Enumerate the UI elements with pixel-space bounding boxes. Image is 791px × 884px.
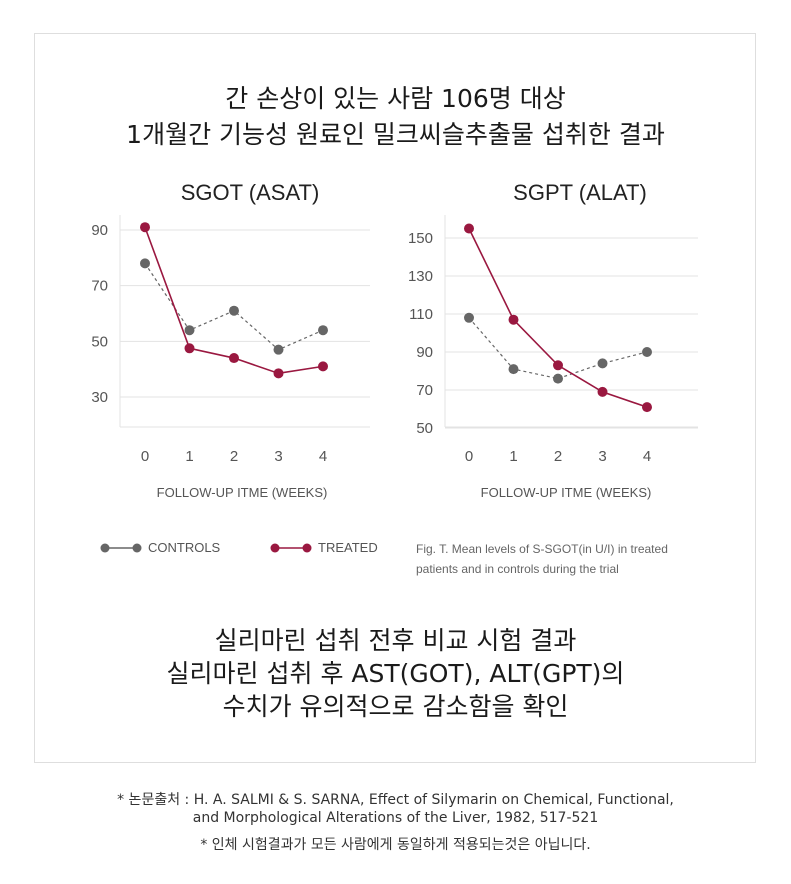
- sgpt-treated-point: [508, 314, 519, 325]
- sgot-y-tick-label: 50: [91, 333, 108, 350]
- sgot-controls-point: [273, 344, 284, 355]
- sgpt-controls-point: [642, 347, 652, 357]
- legend-treated: TREATED: [270, 540, 378, 555]
- sgot-treated-point: [273, 368, 284, 379]
- sgpt-y-tick-label: 110: [409, 306, 433, 323]
- sgot-treated-line: [144, 226, 324, 375]
- sgpt-treated-point: [597, 386, 608, 397]
- sgpt-x-tick-label: 3: [598, 448, 606, 465]
- sgpt-controls-point: [508, 364, 519, 375]
- sgot-x-tick-label: 0: [141, 448, 149, 465]
- sgot-controls-point: [318, 325, 328, 336]
- headline-line-2: 1개월간 기능성 원료인 밀크씨슬추출물 섭취한 결과: [126, 120, 665, 149]
- sgpt-chart: 150 130 110 90 70 50 0 1 2 3 4 FOLLOW-UP ITME (WEEK…: [408, 215, 698, 500]
- sgpt-treated-point: [553, 360, 563, 371]
- sgot-controls-point: [184, 325, 195, 336]
- footnote-line-2: and Morphological Alterations of the Liv…: [192, 810, 599, 826]
- caption-line-2: patients and in controls during the tria…: [416, 562, 619, 576]
- sgpt-x-tick-label: 2: [554, 448, 562, 465]
- sgpt-y-tick-label: 90: [416, 344, 433, 361]
- sgot-x-tick-label: 2: [230, 448, 238, 465]
- sgot-y-tick-label: 70: [91, 278, 108, 295]
- sgot-x-tick-label: 4: [319, 448, 327, 465]
- chart-title-sgpt: SGPT (ALAT): [513, 180, 647, 205]
- sgpt-treated-point: [464, 223, 474, 234]
- sgpt-y-tick-label: 50: [416, 420, 433, 437]
- sgpt-treated-point: [642, 402, 652, 413]
- sgpt-controls-point: [464, 312, 474, 323]
- sgot-y-tick-label: 90: [91, 222, 108, 239]
- sgot-controls-point: [140, 258, 150, 269]
- footnote-line-1: * 논문출처 : H. A. SALMI & S. SARNA, Effect …: [117, 792, 674, 808]
- sgot-chart: 90 70 50 30 0 1 2 3 4 FOLLOW-UP ITME (WEEKS): [91, 215, 370, 500]
- sgot-x-axis-label: FOLLOW-UP ITME (WEEKS): [157, 485, 328, 500]
- sgot-x-tick-label: 1: [185, 448, 193, 465]
- sgot-y-tick-label: 30: [91, 389, 108, 406]
- sgpt-x-axis-label: FOLLOW-UP ITME (WEEKS): [481, 485, 652, 500]
- sgpt-x-tick-label: 0: [465, 448, 473, 465]
- figure-caption: Fig. T. Mean levels of S-SGOT(in U/I) in…: [416, 539, 736, 579]
- sgot-x-tick-label: 3: [274, 448, 282, 465]
- sgpt-controls-point: [597, 358, 608, 369]
- sgot-controls-point: [229, 305, 239, 316]
- sgpt-x-tick-label: 1: [509, 448, 517, 465]
- summary-line-2: 실리마린 섭취 후 AST(GOT), ALT(GPT)의: [166, 659, 625, 688]
- legend-controls-label: CONTROLS: [148, 540, 221, 555]
- sgpt-controls-line: [468, 317, 648, 380]
- summary-line-1: 실리마린 섭취 전후 비교 시험 결과: [214, 626, 577, 655]
- sgot-treated-point: [140, 222, 150, 233]
- sgot-treated-point: [184, 343, 195, 354]
- footnote-line-3: * 인체 시험결과가 모든 사람에게 동일하게 적용되는것은 아닙니다.: [200, 837, 591, 853]
- headline-line-1: 간 손상이 있는 사람 106명 대상: [225, 84, 566, 113]
- controls-legend-marker-icon: [100, 543, 142, 552]
- summary-line-3: 수치가 유의적으로 감소함을 확인: [222, 692, 569, 721]
- sgpt-y-tick-label: 70: [416, 382, 433, 399]
- sgpt-y-tick-label: 150: [408, 230, 433, 247]
- treated-legend-marker-icon: [270, 543, 312, 552]
- sgpt-y-tick-label: 130: [408, 268, 433, 285]
- sgot-treated-point: [318, 361, 328, 372]
- chart-title-sgot: SGOT (ASAT): [180, 180, 320, 205]
- content-card: [34, 33, 756, 763]
- legend-treated-label: TREATED: [318, 540, 378, 555]
- sgpt-x-tick-label: 4: [643, 448, 651, 465]
- caption-line-1: Fig. T. Mean levels of S-SGOT(in U/I) in…: [416, 542, 668, 556]
- sgot-treated-point: [229, 353, 239, 364]
- legend-controls: CONTROLS: [100, 540, 220, 555]
- sgpt-controls-point: [553, 373, 563, 384]
